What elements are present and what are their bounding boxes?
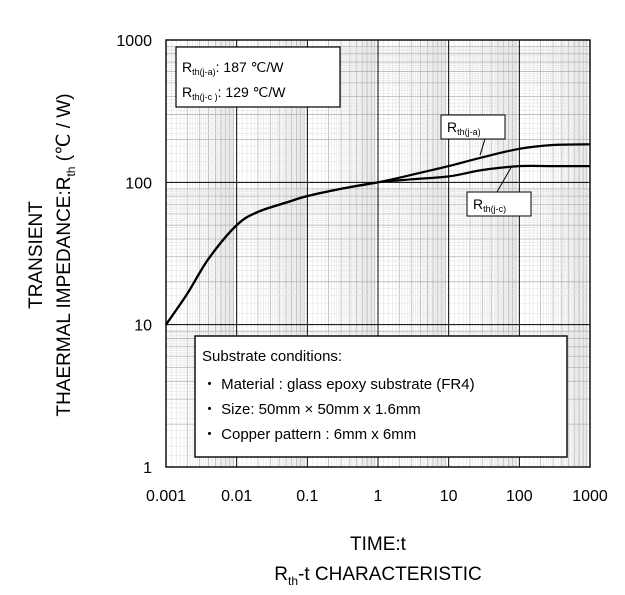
substrate-item: ・ Copper pattern : 6mm x 6mm <box>202 426 416 443</box>
series-layer <box>165 143 591 326</box>
y-tick-label: 10 <box>134 318 152 335</box>
series-label-box-0 <box>440 114 506 140</box>
x-tick-label: 1 <box>374 488 383 505</box>
series-label-main: R <box>447 119 457 135</box>
value-line-0: Rth(j-a): 187 ℃/W <box>182 59 284 77</box>
x-axis-label: TIME:t <box>350 534 407 555</box>
value-text: : 187 ℃/W <box>216 59 285 75</box>
series-leader-1 <box>496 165 513 193</box>
x-tick-label: 10 <box>440 488 458 505</box>
y-axis-label-unit: (℃ / W) <box>54 93 75 166</box>
value-sub: th(j-c ) <box>192 92 218 102</box>
x-tick-label: 0.1 <box>296 488 318 505</box>
y-axis-label-line1: TRANSIENT <box>26 201 47 309</box>
x-tick-label: 0.001 <box>146 488 186 505</box>
series-label-sub: th(j-a) <box>457 127 481 137</box>
value-main: R <box>182 59 192 75</box>
tick-labels: 0.001 0.01 0.1 1 10 100 1000 1 10 100 1000 <box>116 33 607 505</box>
values-box <box>175 46 341 108</box>
plot-frame <box>165 39 591 468</box>
value-sub: th(j-a) <box>192 67 216 77</box>
series-line-1 <box>165 164 590 326</box>
x-tick-label: 0.01 <box>221 488 252 505</box>
y-tick-label: 1 <box>143 460 152 477</box>
value-main: R <box>182 84 192 100</box>
value-text: : 129 ℃/W <box>218 84 287 100</box>
caption-rest: -t CHARACTERISTIC <box>298 564 482 585</box>
substrate-box <box>194 335 568 458</box>
series-label-1: Rth(j-c) <box>473 196 506 214</box>
substrate-item: ・ Size: 50mm × 50mm x 1.6mm <box>202 401 421 418</box>
series-label-box-1 <box>466 191 532 217</box>
series-leader-0 <box>479 138 486 156</box>
y-axis-label-line2: THAERMAL IMPEDANCE:Rth (℃ / W) <box>54 93 78 416</box>
substrate-item: ・ Material : glass epoxy substrate (FR4) <box>202 376 475 393</box>
caption-main: R <box>274 564 288 585</box>
value-line-1: Rth(j-c ): 129 ℃/W <box>182 84 286 102</box>
x-tick-label: 100 <box>506 488 533 505</box>
series-label-main: R <box>473 196 483 212</box>
y-axis-label-sub: th <box>64 167 78 177</box>
x-tick-label: 1000 <box>572 488 608 505</box>
series-label-sub: th(j-c) <box>483 204 506 214</box>
y-tick-label: 1000 <box>116 33 152 50</box>
series-label-layer: Rth(j-a)Rth(j-c) <box>440 114 532 217</box>
y-axis-label-main: THAERMAL IMPEDANCE:R <box>54 177 75 417</box>
substrate-title: Substrate conditions: <box>202 348 342 365</box>
chart-caption: Rth-t CHARACTERISTIC <box>274 564 481 588</box>
caption-sub: th <box>288 574 298 588</box>
y-axis-label: TRANSIENT THAERMAL IMPEDANCE:Rth (℃ / W) <box>26 93 78 416</box>
series-label-0: Rth(j-a) <box>447 119 481 137</box>
y-tick-label: 100 <box>125 175 152 192</box>
